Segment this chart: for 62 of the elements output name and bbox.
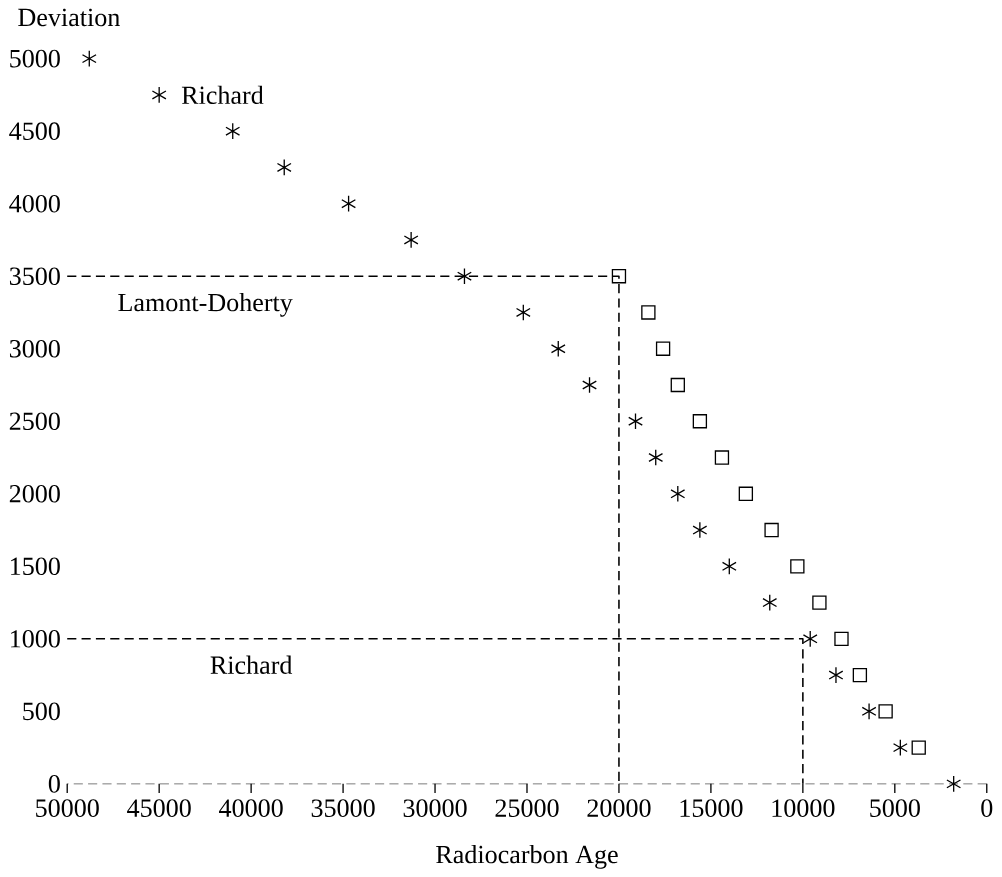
point — [852, 667, 868, 683]
point — [648, 448, 664, 466]
point — [225, 122, 241, 140]
y-tick-label: 500 — [23, 702, 60, 720]
point — [276, 158, 292, 176]
x-tick-label: 35000 — [311, 799, 375, 817]
x-tick-label: 25000 — [495, 799, 559, 817]
point — [762, 593, 778, 611]
point — [878, 703, 893, 719]
point — [81, 49, 97, 67]
point — [670, 377, 685, 392]
point — [151, 86, 167, 104]
point — [403, 231, 419, 249]
point — [611, 268, 627, 284]
point — [911, 740, 926, 755]
y-tick-label: 0 — [48, 774, 60, 793]
point — [892, 738, 908, 756]
x-tick-label: 20000 — [587, 799, 651, 817]
x-tick-label: 10000 — [772, 799, 835, 817]
point — [834, 631, 849, 646]
point — [738, 486, 754, 501]
y-tick-label: 1000 — [10, 629, 60, 648]
point — [670, 485, 686, 503]
point — [341, 195, 357, 212]
y-tick-label: 4500 — [9, 122, 60, 140]
point — [628, 412, 643, 430]
point — [641, 305, 656, 320]
point — [812, 595, 827, 610]
series-label: Lamont-Doherty — [118, 292, 293, 317]
series-label: Richard — [210, 655, 293, 674]
x-tick-label: 5000 — [870, 799, 920, 817]
point — [828, 666, 844, 684]
point — [861, 702, 877, 720]
point — [946, 775, 962, 793]
y-tick-label: 4000 — [9, 194, 60, 213]
x-tick-label: 50000 — [36, 799, 99, 817]
point — [655, 341, 671, 356]
point — [764, 522, 779, 538]
x-tick-label: 0 — [981, 799, 993, 817]
y-axis-title: Deviation — [18, 8, 120, 26]
x-tick-label: 40000 — [219, 799, 283, 817]
series-label: Richard — [181, 85, 264, 104]
y-tick-label: 3500 — [9, 267, 60, 285]
point — [790, 558, 805, 574]
point — [714, 450, 730, 465]
x-tick-label: 15000 — [680, 799, 743, 817]
point — [550, 340, 566, 358]
point — [692, 521, 708, 539]
y-tick-label: 2500 — [9, 412, 60, 430]
x-tick-label: 30000 — [403, 799, 467, 817]
y-tick-label: 2000 — [9, 484, 60, 503]
point — [692, 413, 708, 429]
y-tick-label: 1500 — [10, 557, 60, 575]
x-tick-label: 45000 — [127, 799, 191, 817]
point — [802, 630, 818, 648]
x-axis-title: Radiocarbon Age — [436, 844, 618, 869]
point — [515, 303, 531, 321]
y-tick-label: 3000 — [9, 339, 60, 358]
point — [582, 376, 597, 394]
point — [721, 557, 737, 575]
point — [457, 267, 472, 285]
y-tick-label: 5000 — [10, 49, 60, 68]
